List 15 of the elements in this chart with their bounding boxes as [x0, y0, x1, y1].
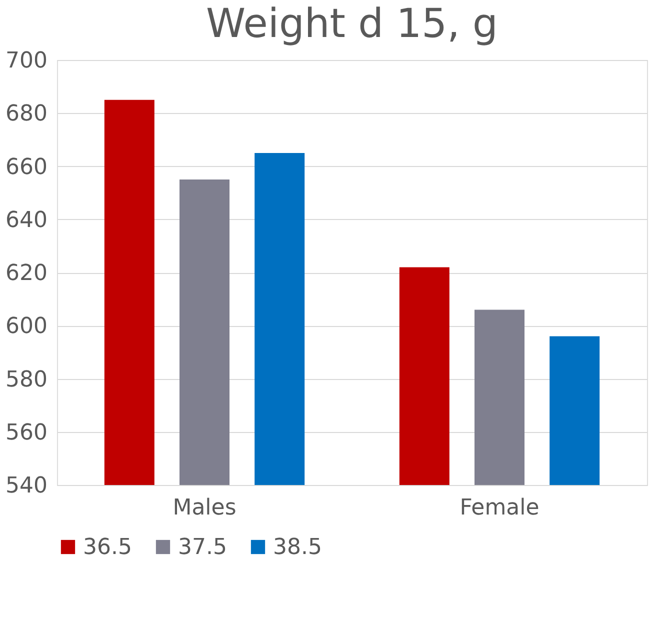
y-tick-label: 560 [6, 420, 48, 446]
y-tick-label: 700 [6, 48, 48, 74]
y-tick-label: 580 [6, 367, 48, 392]
legend-label: 37.5 [178, 535, 227, 560]
chart-title: Weight d 15, g [206, 1, 498, 47]
y-tick-label: 660 [6, 154, 48, 180]
y-tick-label: 680 [6, 102, 48, 127]
y-tick-label: 640 [6, 208, 48, 233]
y-tick-label: 540 [6, 474, 48, 498]
y-tick-label: 620 [6, 261, 48, 286]
legend-label: 36.5 [83, 535, 132, 560]
legend-label: 38.5 [273, 535, 322, 560]
x-tick-label: Males [172, 496, 236, 520]
x-tick-label: Female [460, 496, 540, 520]
y-tick-label: 600 [6, 314, 48, 340]
